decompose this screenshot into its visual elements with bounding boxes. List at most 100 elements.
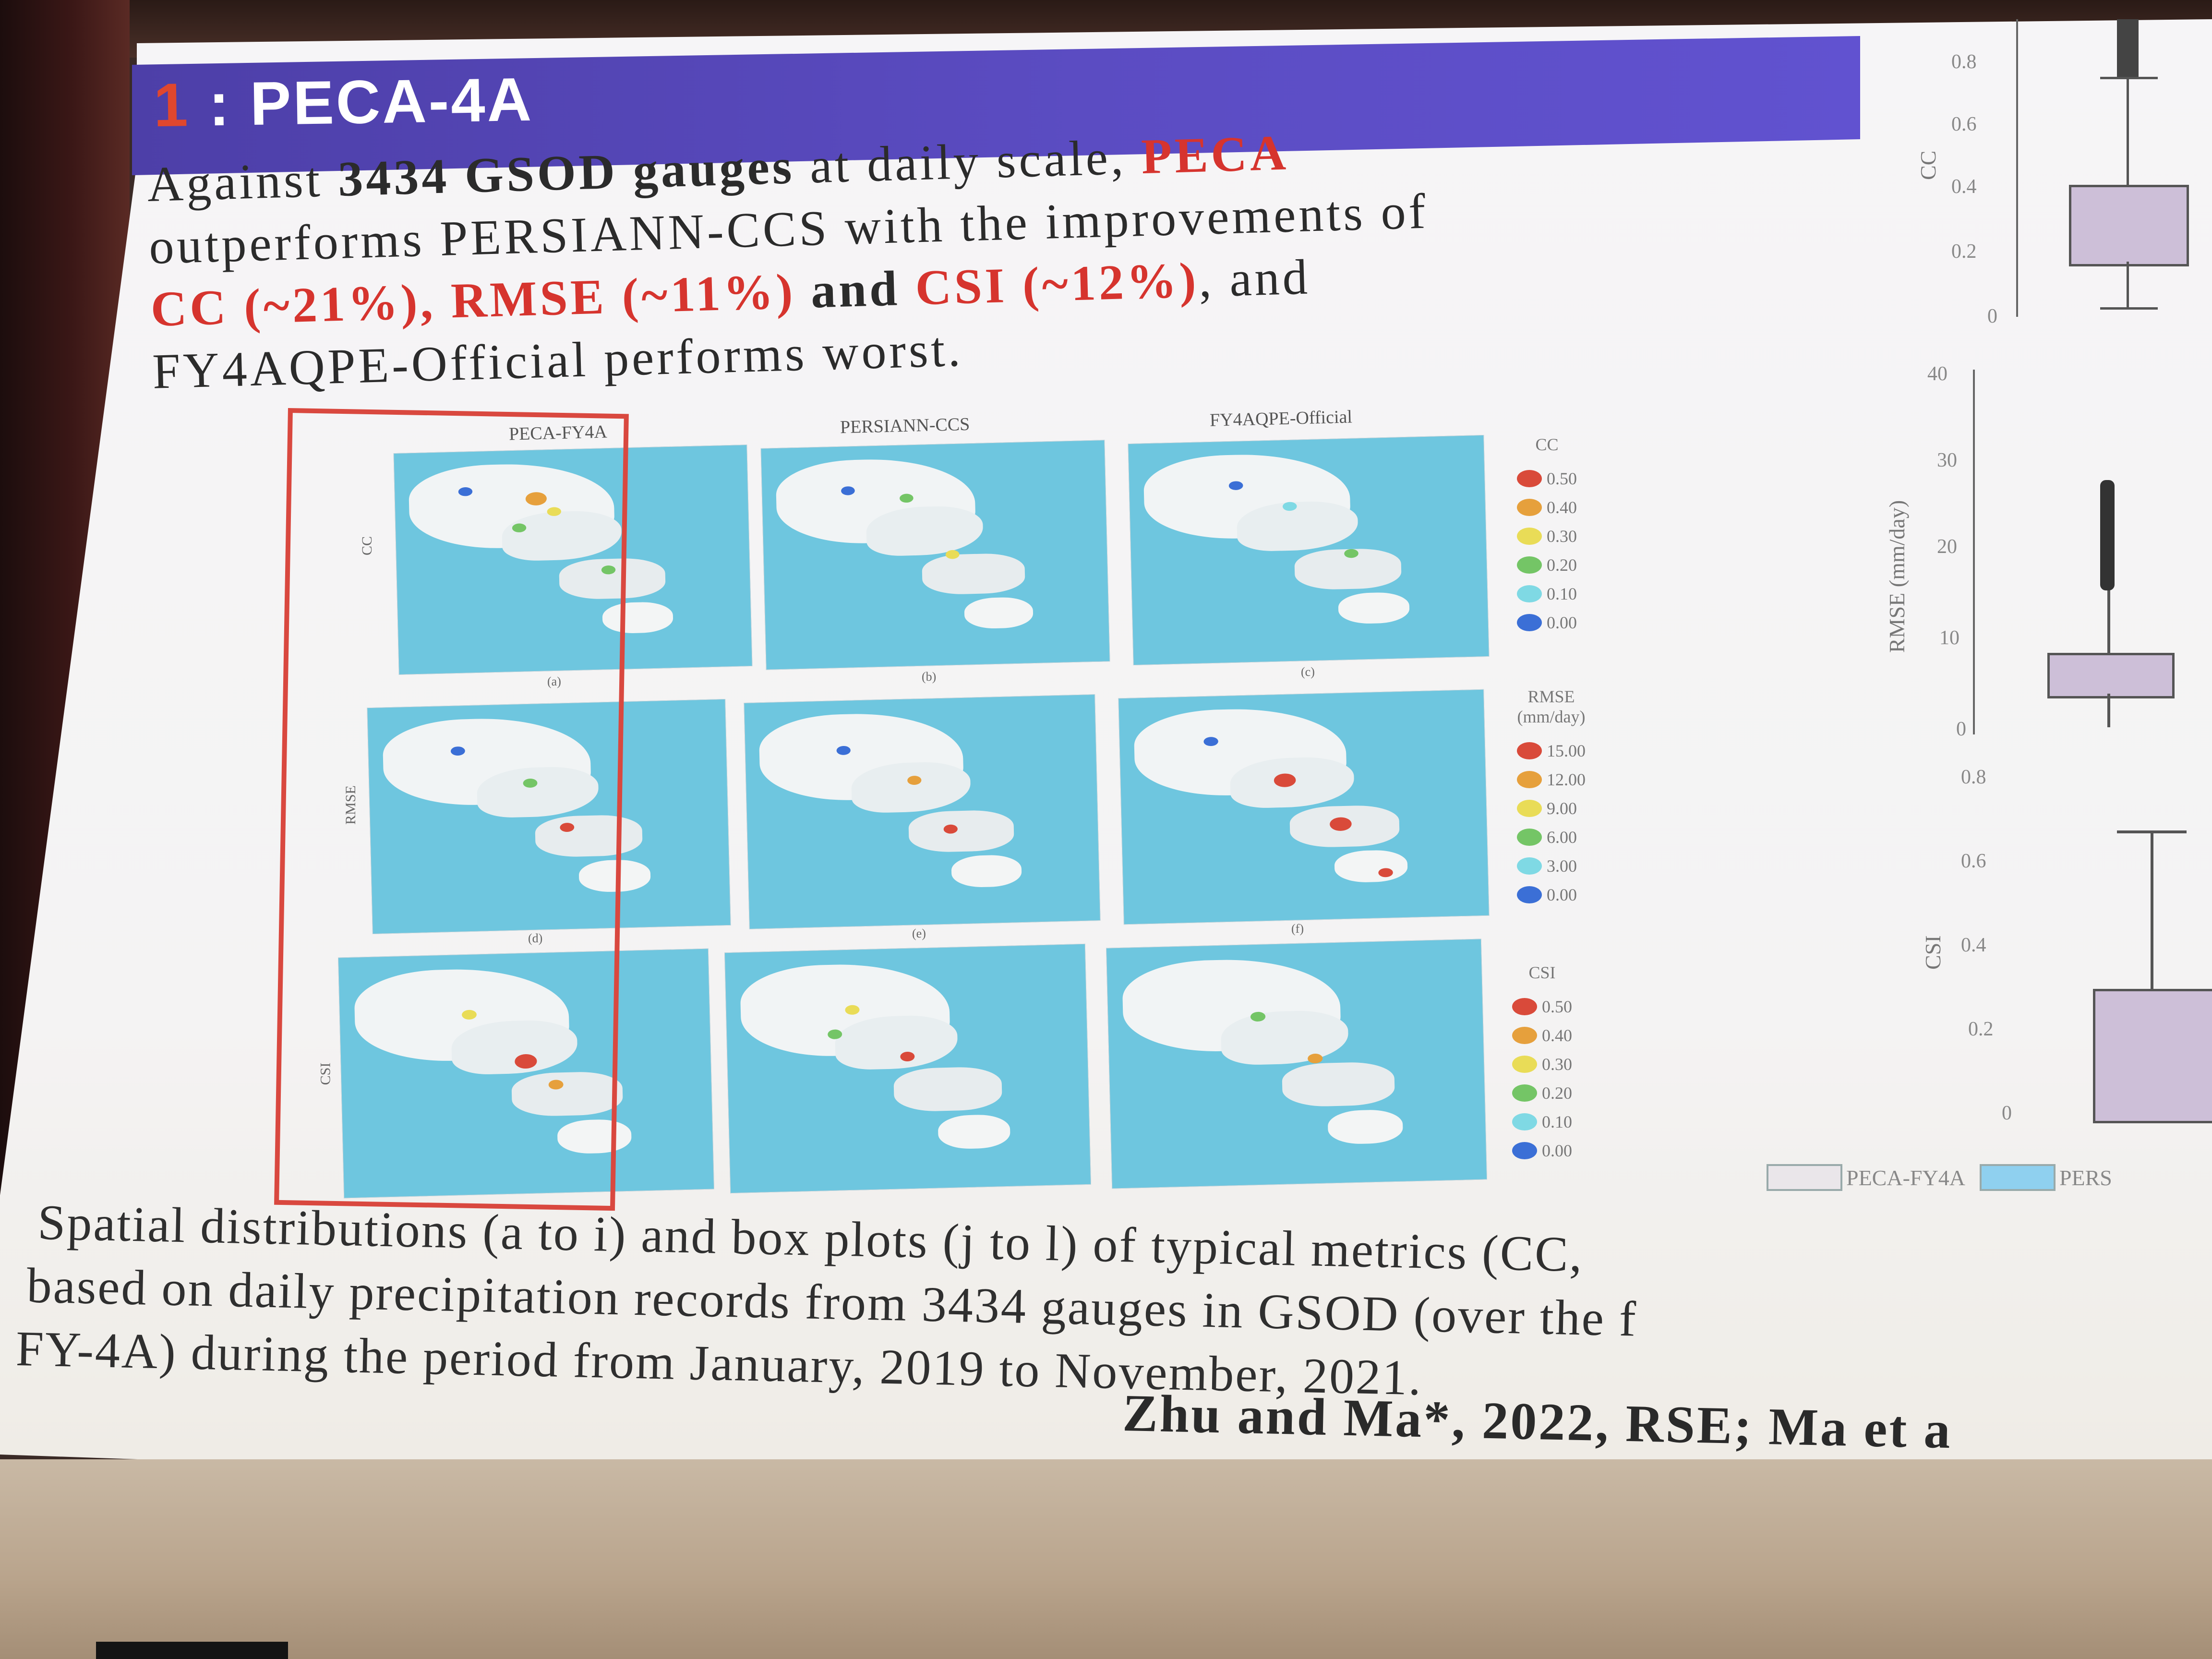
legend-swatch (1517, 829, 1542, 846)
panel-label: (f) (1291, 922, 1304, 936)
whisker (2151, 833, 2153, 989)
outliers (2117, 19, 2139, 77)
summary-text: Against (146, 151, 339, 212)
boxplot-ylabel-csi: CSI (1921, 935, 1945, 970)
box-cc (2069, 185, 2189, 266)
legend-value: 0.30 (1547, 527, 1577, 546)
legend-label: PERS (2059, 1165, 2112, 1190)
legend-swatch (1512, 1142, 1537, 1159)
legend-title: RMSE (1527, 687, 1575, 706)
legend-title: CC (1535, 435, 1559, 454)
ytick: 0 (2002, 1102, 2012, 1124)
ytick: 20 (1937, 536, 1957, 558)
legend-cc: CC 0.50 0.40 0.30 0.20 0.10 0.00 (1517, 434, 1577, 637)
legend-swatch (1512, 1084, 1537, 1102)
legend-label: PECA-FY4A (1846, 1165, 1965, 1190)
legend-value: 3.00 (1547, 856, 1577, 876)
legend-swatch (1517, 857, 1542, 875)
ytick: 0.6 (1951, 113, 1977, 135)
slide-summary: Against 3434 GSOD gauges at daily scale,… (146, 105, 1881, 403)
map-cc-peca (393, 445, 753, 675)
summary-text: at daily scale, (793, 129, 1142, 194)
slide-number: 1 (153, 71, 191, 140)
legend-value: 6.00 (1547, 828, 1577, 847)
map-cc-fy4aqpe (1128, 435, 1490, 665)
legend-value: 0.10 (1547, 584, 1577, 603)
legend-value: 15.00 (1547, 741, 1586, 760)
map-column-header: PERSIANN-CCS (840, 414, 970, 438)
legend-rmse: RMSE (mm/day) 15.00 12.00 9.00 6.00 3.00… (1517, 686, 1586, 909)
legend-value: 0.10 (1542, 1112, 1572, 1131)
summary-bold: 3434 GSOD gauges (337, 139, 795, 207)
boxplot-ylabel-cc: CC (1916, 150, 1940, 180)
highlight-box (274, 408, 629, 1211)
box-csi (2093, 989, 2212, 1123)
ytick: 0.8 (1951, 51, 1977, 73)
map-rmse-peca (367, 698, 731, 935)
map-rmse-fy4aqpe (1118, 689, 1490, 925)
whisker (2107, 588, 2110, 653)
legend-subtitle: (mm/day) (1517, 707, 1586, 726)
whisker-cap (2100, 307, 2158, 310)
ytick: 0.6 (1961, 850, 1986, 872)
ytick: 0 (1956, 718, 1966, 740)
outliers (2100, 480, 2115, 590)
boxplot-legend: PECA-FY4A PERS (1767, 1164, 2112, 1191)
legend-swatch (1517, 742, 1542, 759)
legend-swatch (1517, 528, 1542, 545)
whisker (2127, 77, 2129, 185)
summary-text: , and (1198, 249, 1311, 308)
legend-swatch (1512, 1056, 1537, 1073)
legend-swatch (1517, 470, 1542, 487)
ytick: 0 (1987, 305, 1997, 327)
legend-swatch (1512, 1027, 1537, 1044)
map-csi-fy4aqpe (1106, 938, 1488, 1189)
panel-label: (d) (528, 931, 543, 945)
box-rmse (2047, 653, 2175, 698)
slide-title: 1 : PECA-4A (153, 64, 534, 141)
legend-swatch (1517, 771, 1542, 788)
boxplot-ylabel-rmse: RMSE (mm/day) (1885, 500, 1909, 653)
panel-label: (b) (922, 670, 937, 684)
legend-swatch (1517, 800, 1542, 817)
legend-value: 0.00 (1542, 1141, 1572, 1160)
whisker-cap (2100, 77, 2158, 79)
ytick: 0.2 (1951, 240, 1977, 263)
legend-value: 0.00 (1547, 885, 1577, 904)
legend-swatch (1767, 1164, 1842, 1191)
ytick: 30 (1937, 449, 1957, 471)
legend-value: 0.50 (1547, 469, 1577, 488)
legend-value: 0.40 (1542, 1026, 1572, 1045)
podium-edge (96, 1642, 288, 1659)
panel-label: (c) (1301, 665, 1315, 679)
legend-swatch (1512, 998, 1537, 1015)
legend-value: 0.00 (1547, 613, 1577, 632)
legend-title: CSI (1528, 963, 1556, 982)
map-csi-peca (337, 948, 715, 1199)
legend-csi: CSI 0.50 0.40 0.30 0.20 0.10 0.00 (1512, 962, 1572, 1165)
legend-swatch (1517, 886, 1542, 903)
map-column-header: FY4AQPE-Official (1209, 407, 1353, 431)
legend-swatch (1979, 1164, 2056, 1191)
legend-swatch (1512, 1113, 1537, 1130)
room-wall-lower (0, 1459, 2212, 1659)
map-cc-persiann (760, 440, 1110, 670)
legend-swatch (1517, 585, 1542, 602)
whisker-cap (2117, 830, 2187, 833)
panel-label: (e) (912, 926, 926, 940)
legend-swatch (1517, 614, 1542, 631)
legend-swatch (1517, 556, 1542, 574)
whisker (2107, 694, 2110, 727)
summary-bold: and (794, 260, 916, 319)
axis-line (1973, 370, 1975, 734)
map-rmse-persiann (744, 694, 1101, 929)
legend-swatch (1517, 499, 1542, 516)
summary-highlight: PECA (1140, 125, 1290, 185)
legend-value: 0.20 (1547, 555, 1577, 575)
legend-value: 12.00 (1547, 770, 1586, 789)
ytick: 0.4 (1951, 176, 1977, 198)
slide-title-text: : PECA-4A (189, 65, 534, 140)
legend-value: 0.40 (1547, 498, 1577, 517)
ytick: 40 (1927, 363, 1948, 385)
panel-label: (a) (547, 674, 561, 688)
